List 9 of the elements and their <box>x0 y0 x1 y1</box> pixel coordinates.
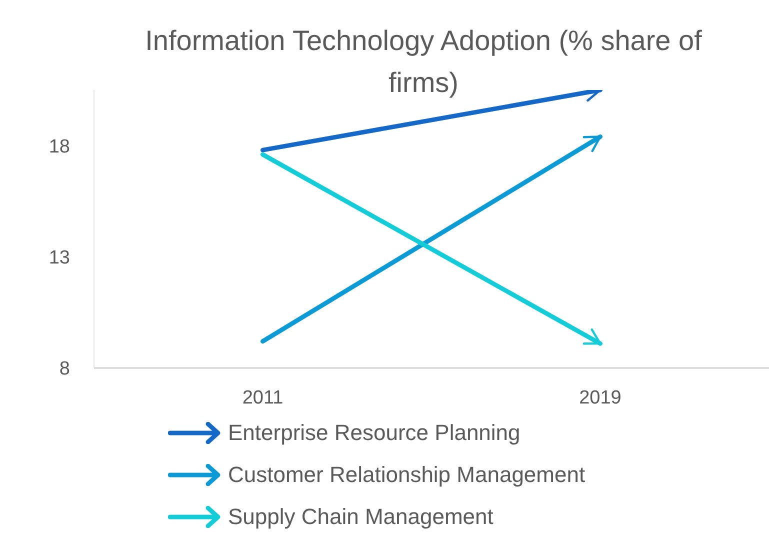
y-tick-label: 13 <box>48 248 70 269</box>
legend-label: Enterprise Resource Planning <box>228 420 520 446</box>
chart-title: Information Technology Adoption (% share of firms) <box>144 24 703 100</box>
y-tick-label: 8 <box>59 358 70 380</box>
y-tick-label: 18 <box>48 136 70 158</box>
x-tick-label: 2019 <box>579 387 622 408</box>
legend-label: Customer Relationship Management <box>228 462 586 488</box>
x-tick-label: 2011 <box>242 387 284 408</box>
legend-label: Supply Chain Management <box>228 504 494 530</box>
